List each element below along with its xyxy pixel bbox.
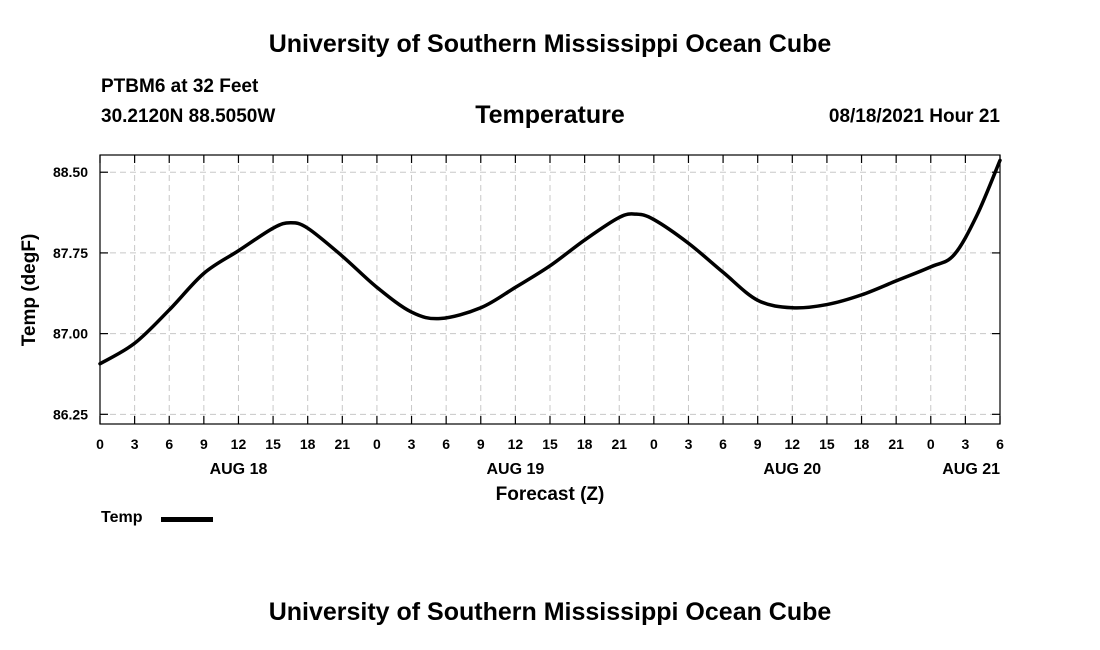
- station-label: PTBM6 at 32 Feet: [101, 76, 259, 97]
- y-tick-label: 86.25: [53, 406, 88, 422]
- x-tick-label: 6: [165, 436, 173, 452]
- day-label: AUG 20: [763, 461, 821, 478]
- x-tick-label: 15: [265, 436, 281, 452]
- y-tick-label: 87.75: [53, 245, 88, 261]
- x-tick-label: 3: [685, 436, 693, 452]
- x-tick-label: 6: [996, 436, 1004, 452]
- x-tick-label: 12: [508, 436, 524, 452]
- x-tick-label: 21: [611, 436, 627, 452]
- station-coords: 30.2120N 88.5050W: [101, 106, 276, 127]
- org-title: University of Southern Mississippi Ocean…: [268, 30, 832, 58]
- x-axis-label: Forecast (Z): [496, 484, 605, 505]
- legend-label: Temp: [101, 509, 143, 526]
- x-tick-label: 15: [542, 436, 558, 452]
- x-tick-label: 0: [96, 436, 104, 452]
- chart-title: Temperature: [475, 101, 625, 129]
- x-tick-label: 0: [650, 436, 658, 452]
- x-tick-label: 0: [927, 436, 935, 452]
- x-tick-label: 15: [819, 436, 835, 452]
- y-tick-label: 88.50: [53, 164, 88, 180]
- x-tick-label: 18: [854, 436, 870, 452]
- x-tick-label: 3: [408, 436, 416, 452]
- day-label: AUG 19: [486, 461, 544, 478]
- x-tick-label: 3: [961, 436, 969, 452]
- series-line-temp: [98, 158, 1002, 366]
- x-tick-label: 9: [477, 436, 485, 452]
- x-tick-label: 9: [754, 436, 762, 452]
- x-tick-label: 0: [373, 436, 381, 452]
- axis-ticks: 0 3 6 9 12 15 18 21 0 3 6 9 12 15 18 21 0 3 6 9 12 15 18 21 0 3 6 8…: [53, 155, 1004, 478]
- grid: [100, 155, 1000, 424]
- y-tick-label: 87.00: [53, 326, 88, 342]
- x-tick-label: 6: [719, 436, 727, 452]
- x-tick-label: 3: [131, 436, 139, 452]
- x-tick-label: 6: [442, 436, 450, 452]
- x-tick-label: 12: [231, 436, 247, 452]
- y-axis-label: Temp (degF): [19, 234, 40, 347]
- x-tick-label: 18: [577, 436, 593, 452]
- x-tick-label: 12: [785, 436, 801, 452]
- day-label: AUG 21: [942, 461, 1000, 478]
- x-tick-label: 21: [335, 436, 351, 452]
- x-tick-label: 9: [200, 436, 208, 452]
- x-tick-label: 18: [300, 436, 316, 452]
- series: [98, 158, 1002, 366]
- day-label: AUG 18: [210, 461, 268, 478]
- footer-org-title: University of Southern Mississippi Ocean…: [268, 598, 832, 626]
- forecast-timestamp: 08/18/2021 Hour 21: [828, 106, 1000, 127]
- legend-swatch: [161, 517, 213, 522]
- x-tick-label: 21: [888, 436, 904, 452]
